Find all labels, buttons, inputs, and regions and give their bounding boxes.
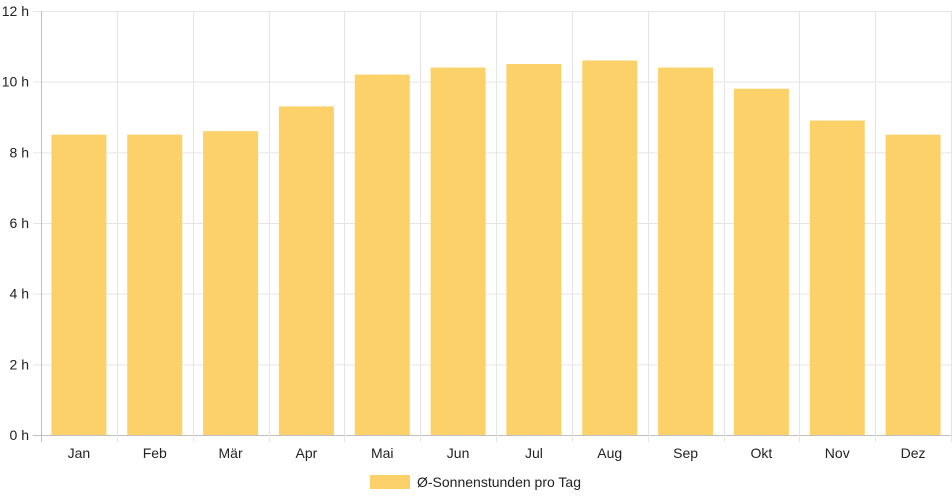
legend-swatch <box>370 475 410 489</box>
bars <box>51 60 941 436</box>
bar-okt[interactable] <box>733 88 789 435</box>
y-tick-label: 12 h <box>2 3 29 19</box>
x-tick-label: Aug <box>597 445 622 461</box>
bar-jun[interactable] <box>430 67 486 436</box>
legend-label: Ø-Sonnenstunden pro Tag <box>417 474 581 490</box>
x-axis-ticks: Jan Feb Mär Apr Mai Jun Jul Aug Sep Okt Nov Dez <box>68 445 926 461</box>
x-tick-label: Sep <box>673 445 698 461</box>
bar-apr[interactable] <box>278 106 334 436</box>
y-tick-label: 0 h <box>10 427 29 443</box>
x-tick-label: Apr <box>296 445 318 461</box>
bar-mär[interactable] <box>203 131 259 435</box>
x-tick-label: Nov <box>825 445 850 461</box>
x-tick-label: Feb <box>143 445 167 461</box>
y-tick-label: 6 h <box>10 215 29 231</box>
bar-nov[interactable] <box>809 120 865 436</box>
bar-jan[interactable] <box>51 134 107 435</box>
x-tick-label: Jan <box>68 445 91 461</box>
legend[interactable]: Ø-Sonnenstunden pro Tag <box>370 474 581 490</box>
y-tick-label: 10 h <box>2 74 29 90</box>
y-tick-label: 4 h <box>10 286 29 302</box>
x-tick-label: Mai <box>371 445 394 461</box>
y-tick-label: 8 h <box>10 144 29 160</box>
bar-mai[interactable] <box>354 74 410 435</box>
y-axis-ticks: 0 h 2 h 4 h 6 h 8 h 10 h 12 h <box>2 3 29 443</box>
x-tick-label: Mär <box>219 445 243 461</box>
bar-sep[interactable] <box>658 67 714 436</box>
bar-aug[interactable] <box>582 60 638 435</box>
bar-jul[interactable] <box>506 64 562 435</box>
grid <box>33 11 952 442</box>
x-tick-label: Dez <box>901 445 926 461</box>
x-tick-label: Jun <box>447 445 470 461</box>
x-tick-label: Okt <box>751 445 773 461</box>
bar-feb[interactable] <box>127 134 183 435</box>
x-tick-label: Jul <box>525 445 543 461</box>
bar-dez[interactable] <box>885 134 941 435</box>
y-tick-label: 2 h <box>10 356 29 372</box>
